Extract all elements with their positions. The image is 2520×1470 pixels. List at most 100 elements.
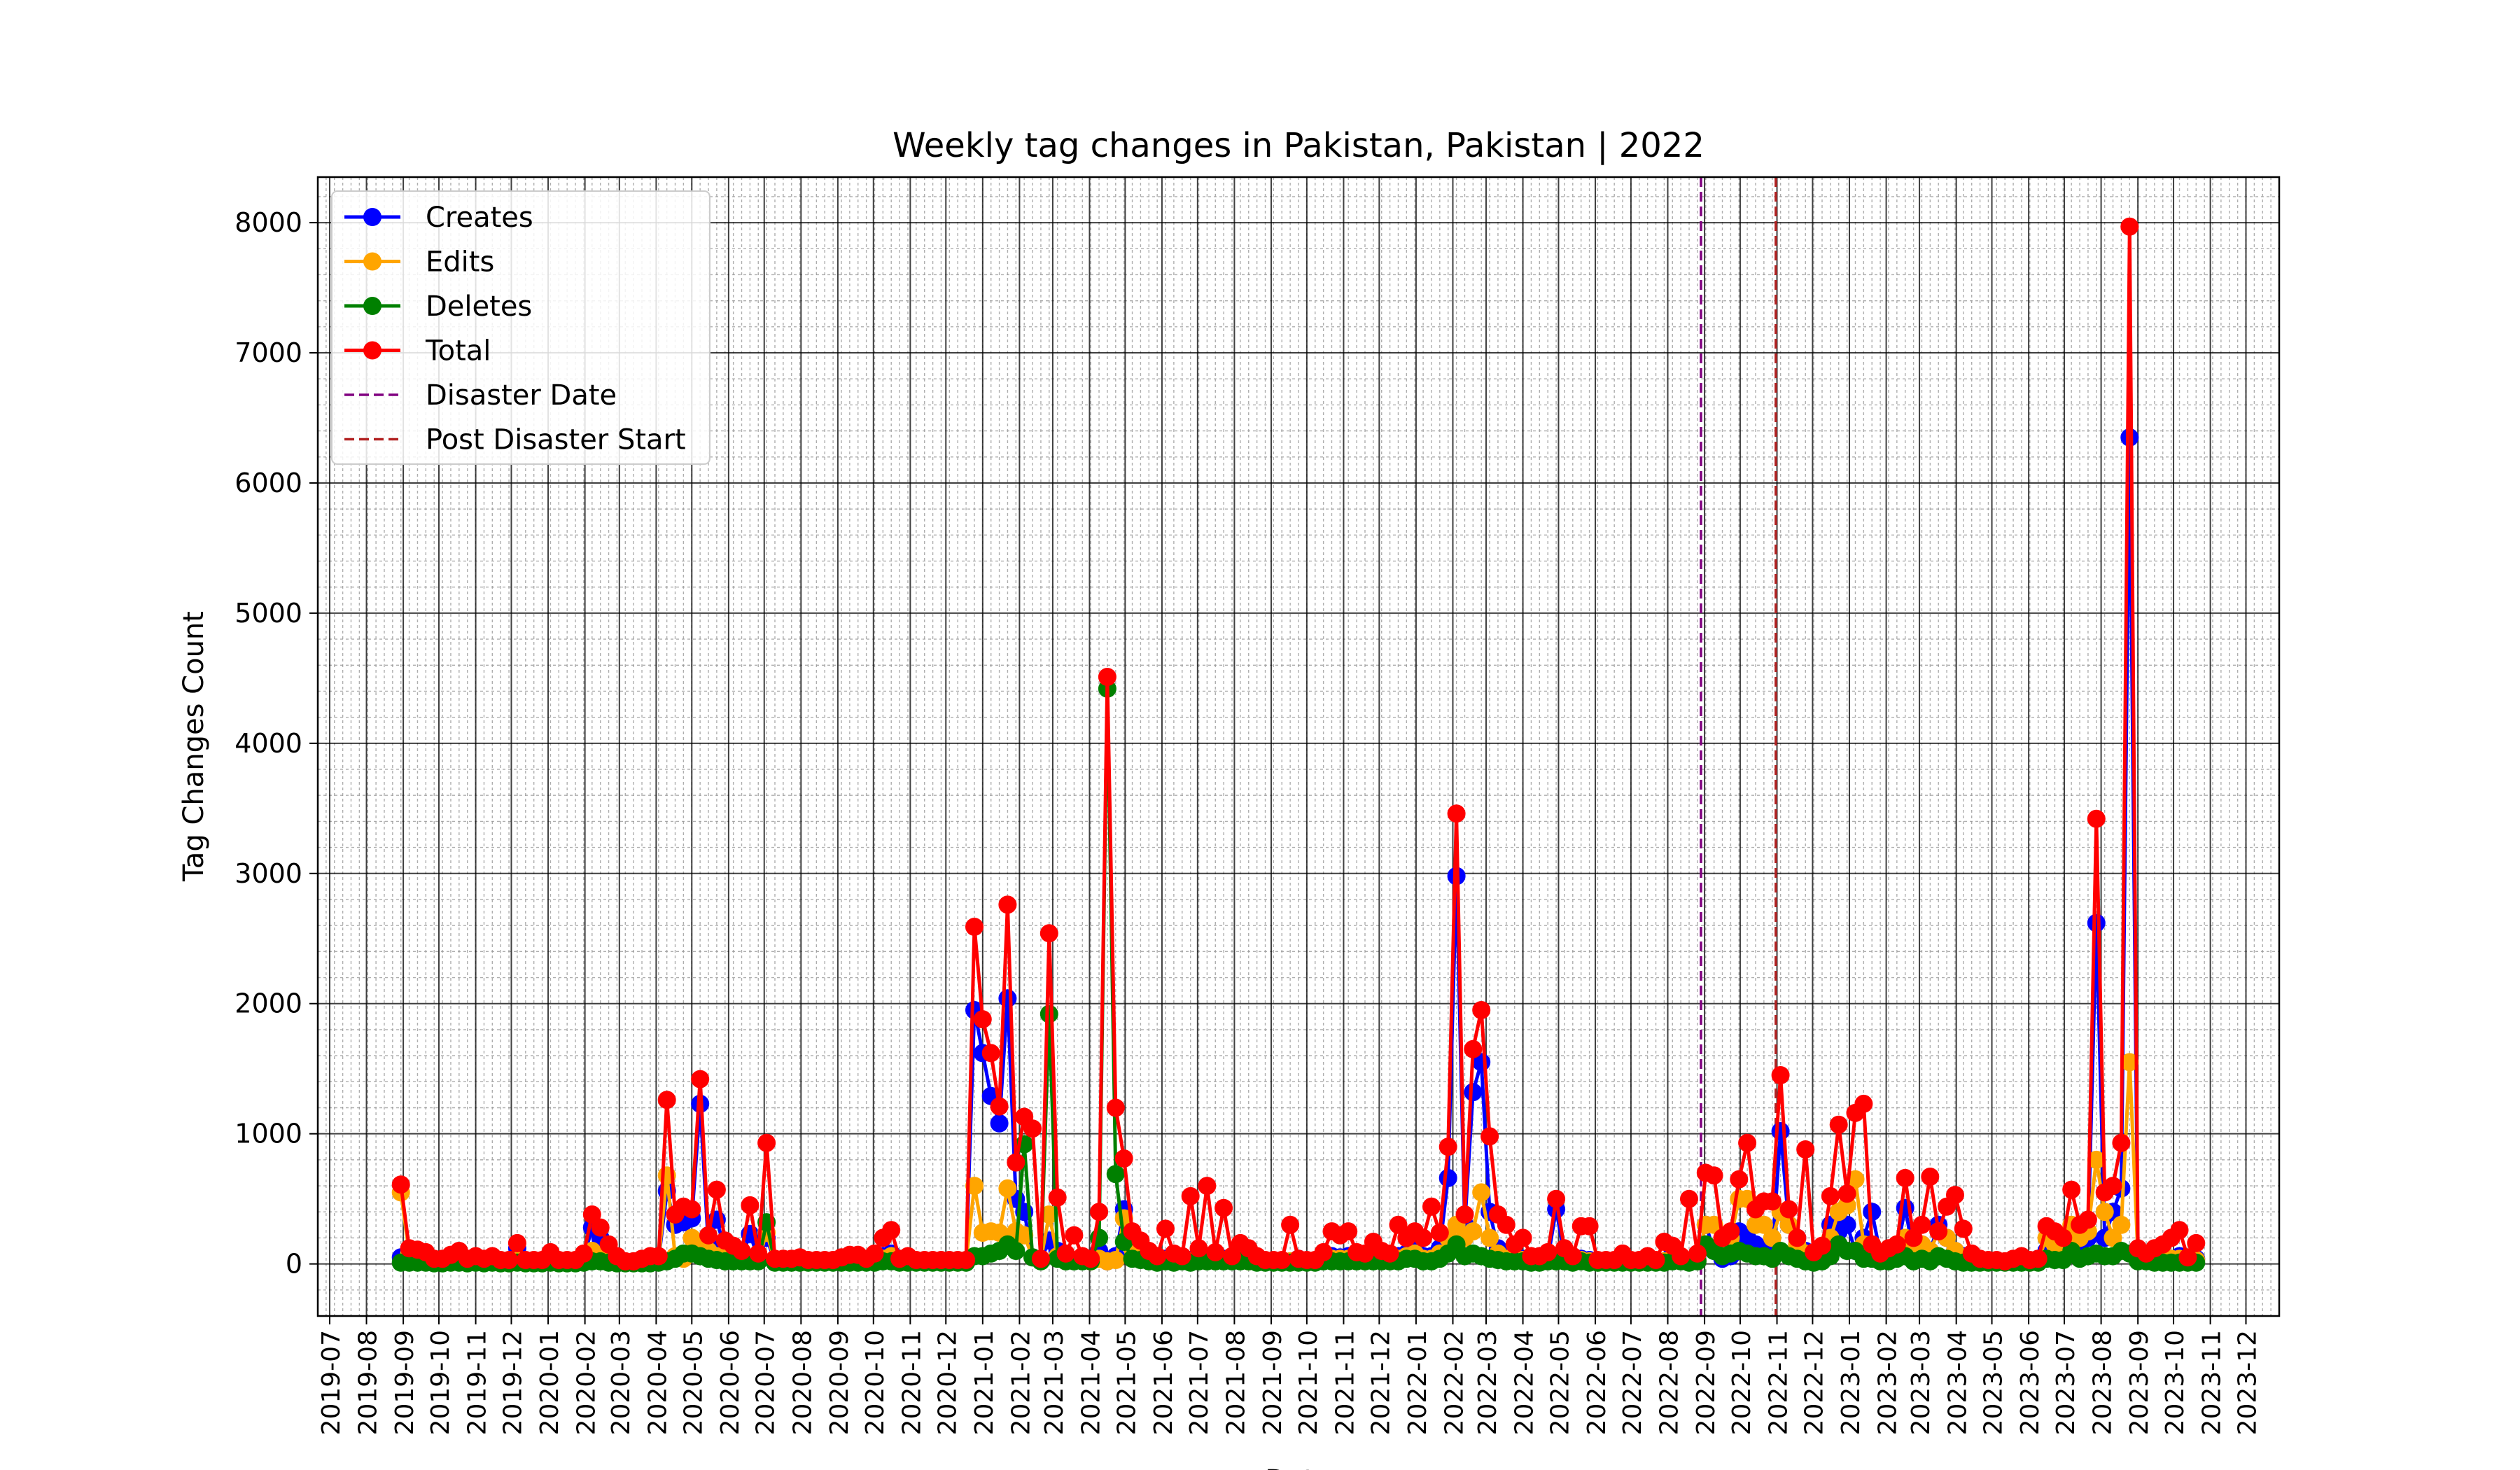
data-point-total — [1912, 1215, 1931, 1234]
data-point-total — [1181, 1186, 1200, 1205]
data-point-creates — [1837, 1215, 1856, 1234]
x-tick-label: 2022-02 — [1440, 1330, 1469, 1435]
data-point-total — [1921, 1168, 1940, 1186]
data-point-total — [1580, 1217, 1599, 1236]
y-tick-label: 8000 — [234, 207, 302, 238]
data-point-total — [957, 1251, 976, 1269]
data-point-total — [2187, 1233, 2206, 1252]
data-point-total — [965, 918, 983, 936]
x-tick-label: 2021-12 — [1366, 1330, 1395, 1435]
axes: 2019-07 2019-08 2019-09 2019-10 2019-11 2019-… — [234, 176, 2281, 1435]
x-tick-label: 2019-11 — [463, 1330, 492, 1435]
data-point-total — [1031, 1250, 1050, 1268]
legend-label-reference-0: Disaster Date — [426, 379, 617, 412]
data-point-total — [1464, 1040, 1483, 1058]
legend-marker-edits — [363, 252, 382, 271]
y-tick-label: 3000 — [234, 858, 302, 889]
data-point-total — [1223, 1247, 1241, 1266]
data-point-total — [507, 1233, 526, 1252]
x-tick-label: 2021-09 — [1259, 1330, 1287, 1435]
data-point-total — [1447, 804, 1466, 823]
x-tick-label: 2022-10 — [1728, 1330, 1756, 1435]
legend-marker-creates — [363, 208, 382, 226]
x-axis-label: Date — [1265, 1464, 1332, 1470]
data-point-total — [749, 1244, 768, 1263]
data-point-total — [682, 1200, 701, 1219]
data-point-total — [2178, 1248, 2197, 1267]
x-tick-label: 2022-09 — [1692, 1330, 1721, 1435]
legend-label-creates: Creates — [426, 202, 533, 234]
data-point-total — [865, 1244, 884, 1263]
data-point-total — [1497, 1215, 1516, 1234]
data-point-total — [2054, 1228, 2073, 1247]
data-point-creates — [1863, 1203, 1882, 1222]
data-point-total — [1721, 1222, 1740, 1241]
data-point-deletes — [1040, 1004, 1058, 1023]
data-point-total — [2170, 1221, 2189, 1240]
data-point-total — [1156, 1219, 1175, 1238]
plot-frame — [316, 176, 2281, 1317]
x-tick-label: 2022-11 — [1765, 1330, 1793, 1435]
legend-label-total: Total — [425, 335, 491, 368]
data-point-edits — [1106, 1251, 1125, 1269]
data-point-total — [2112, 1133, 2131, 1152]
data-point-total — [1513, 1228, 1532, 1247]
x-tick-label: 2019-07 — [317, 1330, 346, 1435]
legend-marker-deletes — [363, 297, 382, 315]
data-point-total — [1339, 1222, 1358, 1241]
data-point-total — [1082, 1250, 1100, 1268]
data-point-deletes — [1007, 1242, 1026, 1260]
data-point-total — [882, 1221, 901, 1240]
x-tick-label: 2023-06 — [2016, 1330, 2045, 1435]
data-point-total — [1813, 1236, 1831, 1255]
x-tick-label: 2023-08 — [2089, 1330, 2118, 1435]
data-point-total — [1887, 1235, 1906, 1254]
x-tick-label: 2020-04 — [643, 1330, 672, 1435]
data-point-total — [990, 1097, 1009, 1116]
x-tick-label: 2020-01 — [536, 1330, 564, 1435]
data-point-total — [2104, 1177, 2122, 1196]
grid — [317, 177, 2280, 1317]
x-tick-label: 2021-06 — [1149, 1330, 1178, 1435]
data-point-total — [998, 895, 1017, 914]
x-tick-label: 2022-06 — [1583, 1330, 1611, 1435]
legend-marker-total — [363, 341, 382, 360]
data-point-total — [1763, 1192, 1782, 1211]
data-point-total — [1788, 1228, 1807, 1247]
data-point-total — [1738, 1133, 1757, 1152]
x-tick-label: 2022-12 — [1800, 1330, 1828, 1435]
data-point-total — [1314, 1242, 1333, 1261]
x-tick-label: 2019-10 — [426, 1330, 455, 1435]
data-point-total — [1472, 1001, 1491, 1019]
data-point-total — [741, 1196, 760, 1214]
data-point-total — [1023, 1119, 1042, 1138]
data-point-edits — [2095, 1203, 2114, 1222]
data-point-total — [1007, 1153, 1026, 1172]
data-point-total — [1206, 1242, 1225, 1261]
data-point-total — [1539, 1242, 1558, 1261]
data-point-creates — [1438, 1168, 1457, 1187]
data-point-total — [1854, 1094, 1873, 1113]
y-tick-label: 7000 — [234, 337, 302, 368]
data-point-total — [582, 1205, 601, 1224]
x-tick-label: 2020-07 — [752, 1330, 780, 1435]
chart-title: Weekly tag changes in Pakistan, Pakistan… — [892, 126, 1704, 165]
legend-label-edits: Edits — [426, 246, 494, 279]
data-point-total — [1048, 1188, 1067, 1207]
data-point-edits — [1754, 1215, 1773, 1234]
x-tick-label: 2021-02 — [1007, 1330, 1035, 1435]
data-point-total — [1422, 1197, 1441, 1216]
data-point-total — [1954, 1219, 1973, 1238]
data-point-total — [1730, 1170, 1749, 1189]
data-point-total — [1189, 1239, 1208, 1258]
legend-label-reference-1: Post Disaster Start — [426, 424, 686, 456]
data-point-total — [1273, 1251, 1292, 1269]
x-tick-label: 2020-11 — [897, 1330, 926, 1435]
data-point-edits — [998, 1179, 1017, 1198]
data-point-creates — [2087, 913, 2106, 932]
data-point-total — [1796, 1140, 1815, 1158]
data-point-total — [1148, 1247, 1167, 1266]
data-point-total — [2029, 1250, 2047, 1268]
x-tick-label: 2021-10 — [1294, 1330, 1323, 1435]
